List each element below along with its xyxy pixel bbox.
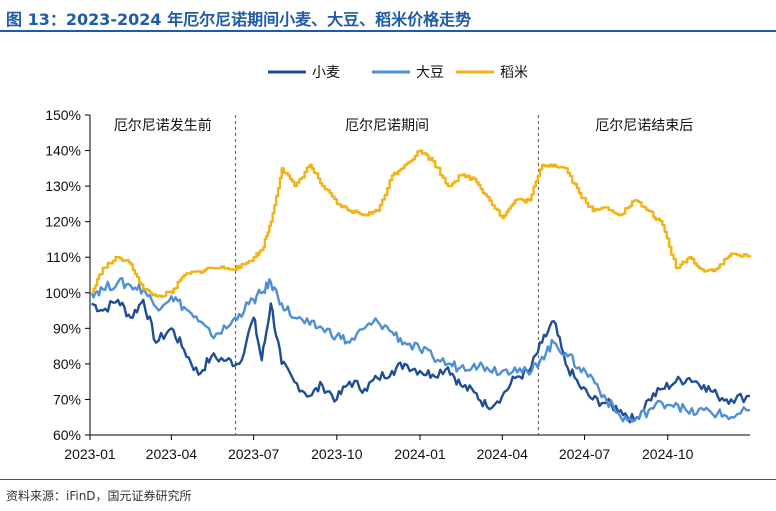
x-tick-label: 2023-01 xyxy=(64,446,116,462)
period-label: 厄尔尼诺发生前 xyxy=(114,117,212,133)
x-tick-label: 2024-07 xyxy=(559,446,611,462)
title-rule xyxy=(0,30,776,32)
y-tick-label: 90% xyxy=(53,320,81,336)
footer-rule xyxy=(0,479,776,480)
y-tick-label: 130% xyxy=(45,178,81,194)
period-label: 厄尔尼诺结束后 xyxy=(595,117,693,133)
legend-label: 稻米 xyxy=(500,64,528,80)
series-line-0 xyxy=(91,298,751,424)
y-tick-label: 150% xyxy=(45,107,81,123)
price-line-chart: 60% 70% 80% 90% 100% 110% 120% 130% 140% 150% 2023… xyxy=(45,64,752,462)
x-tick-label: 2024-04 xyxy=(477,446,529,462)
period-label: 厄尔尼诺期间 xyxy=(345,117,429,133)
y-tick-label: 100% xyxy=(45,285,81,301)
y-tick-label: 110% xyxy=(46,249,81,265)
x-tick-label: 2023-07 xyxy=(228,446,280,462)
source-note: 资料来源：iFinD，国元证券研究所 xyxy=(6,489,192,503)
y-tick-label: 120% xyxy=(45,214,81,230)
series-line-1 xyxy=(90,277,751,423)
x-tick-label: 2023-10 xyxy=(311,446,363,462)
legend-label: 大豆 xyxy=(416,64,444,80)
x-tick-label: 2023-04 xyxy=(146,446,198,462)
figure-title: 图 13：2023-2024 年厄尔尼诺期间小麦、大豆、稻米价格走势 xyxy=(6,10,472,29)
y-tick-label: 80% xyxy=(53,356,81,372)
series-line-2 xyxy=(91,149,752,298)
legend-label: 小麦 xyxy=(312,64,340,80)
y-tick-label: 60% xyxy=(53,427,81,443)
y-tick-label: 140% xyxy=(45,143,81,159)
x-tick-label: 2024-10 xyxy=(642,446,694,462)
x-tick-label: 2024-01 xyxy=(394,446,446,462)
y-tick-label: 70% xyxy=(53,391,81,407)
